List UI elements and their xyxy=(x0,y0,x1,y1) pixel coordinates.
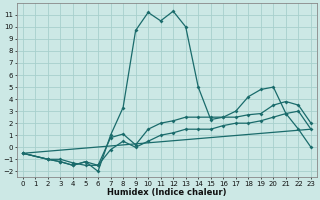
X-axis label: Humidex (Indice chaleur): Humidex (Indice chaleur) xyxy=(107,188,227,197)
